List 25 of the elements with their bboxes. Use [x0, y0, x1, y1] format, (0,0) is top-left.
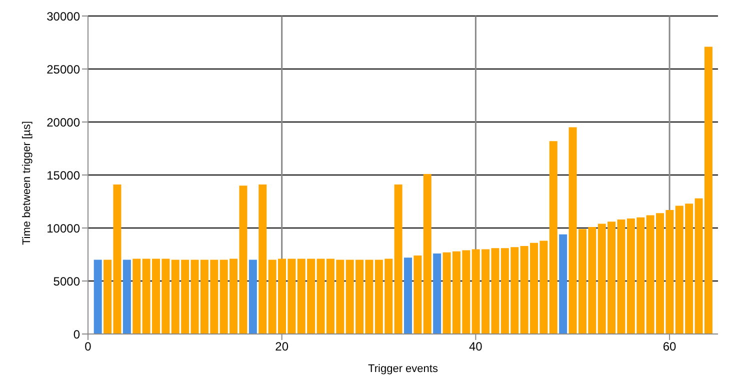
- y-axis-title: Time between trigger [µs]: [20, 121, 33, 245]
- y-tick-label: 20000: [46, 115, 80, 130]
- y-tick-label: 15000: [46, 168, 80, 182]
- bar: [394, 184, 402, 334]
- x-tick-label: 0: [84, 340, 92, 354]
- y-tick-label: 30000: [46, 9, 80, 24]
- x-tick-label: 40: [469, 340, 483, 354]
- x-tick-label: 20: [275, 340, 289, 354]
- bar: [258, 184, 267, 334]
- bar: [433, 253, 442, 334]
- x-axis-title: Trigger events: [368, 363, 438, 375]
- bar: [559, 234, 568, 334]
- bar: [248, 260, 257, 334]
- bar: [132, 258, 141, 334]
- x-tick-label: 60: [662, 340, 677, 354]
- bar: [94, 260, 102, 334]
- y-tick-label: 25000: [46, 62, 80, 76]
- bar: [549, 141, 558, 334]
- bar: [414, 256, 422, 334]
- y-tick-label: 10000: [46, 221, 80, 236]
- y-tick-label: 5000: [53, 274, 80, 288]
- y-tick-label: 0: [73, 327, 80, 342]
- bar: [404, 258, 412, 334]
- bar: [423, 174, 432, 334]
- bar: [122, 260, 131, 334]
